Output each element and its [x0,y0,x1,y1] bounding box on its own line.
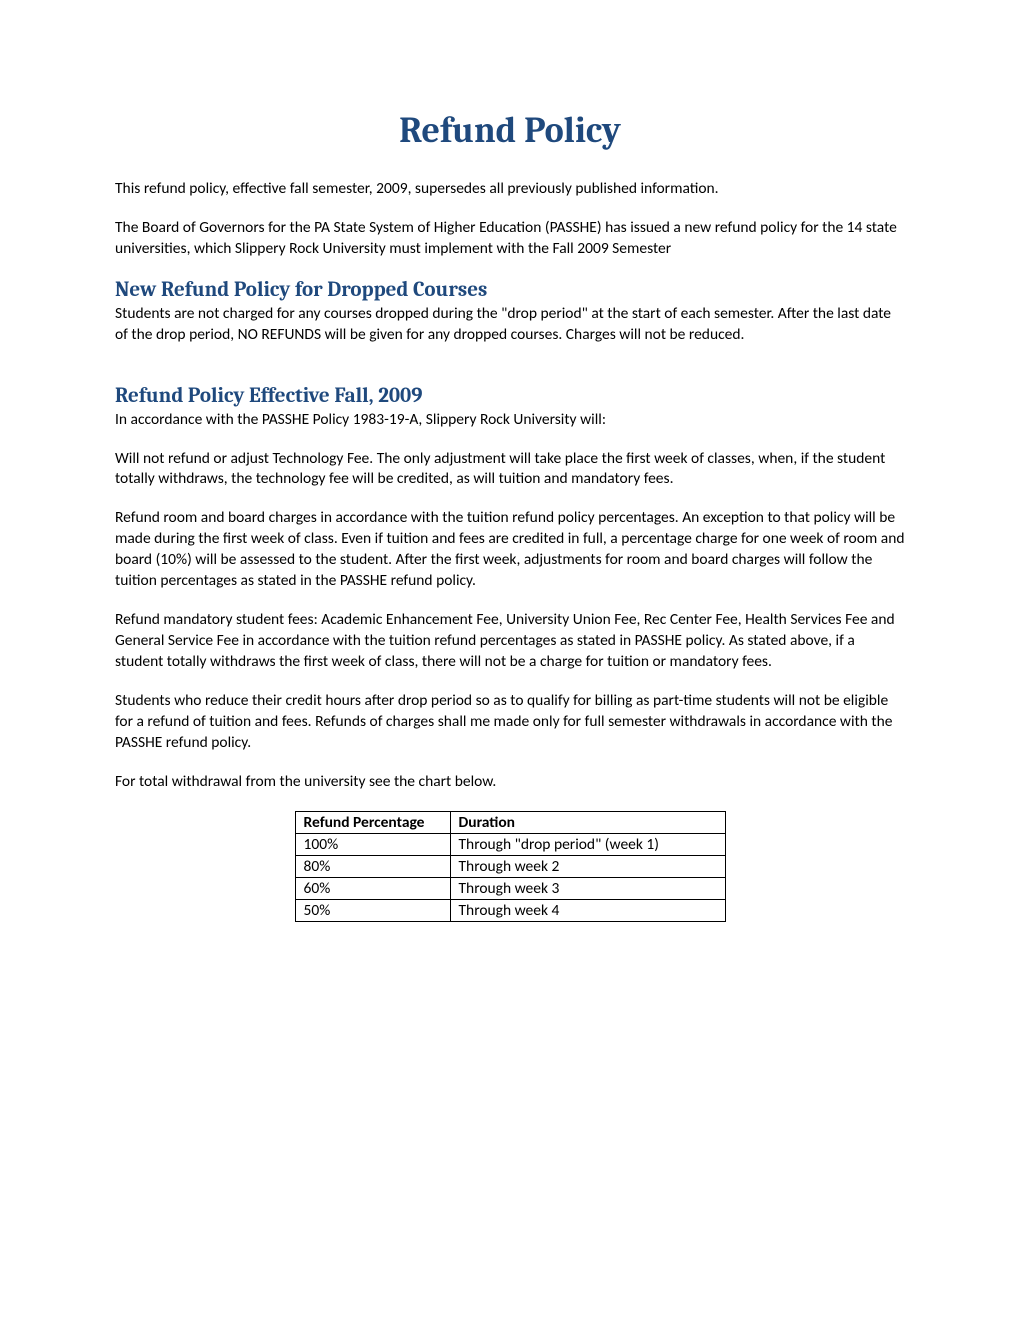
refund-table: Refund Percentage Duration 100% Through … [295,811,726,922]
table-cell-duration: Through week 2 [450,855,725,877]
table-cell-duration: Through week 3 [450,877,725,899]
section2-paragraph-4: Refund mandatory student fees: Academic … [115,610,905,673]
table-header-row: Refund Percentage Duration [295,811,725,833]
table-cell-duration: Through week 4 [450,899,725,921]
section2-paragraph-6: For total withdrawal from the university… [115,772,905,793]
table-cell-percentage: 100% [295,833,450,855]
intro-paragraph-1: This refund policy, effective fall semes… [115,179,905,200]
section2-paragraph-3: Refund room and board charges in accorda… [115,508,905,592]
table-cell-percentage: 50% [295,899,450,921]
section-heading-dropped-courses: New Refund Policy for Dropped Courses [115,278,905,302]
table-row: 100% Through "drop period" (week 1) [295,833,725,855]
table-cell-percentage: 80% [295,855,450,877]
section1-paragraph-1: Students are not charged for any courses… [115,304,905,346]
page-title: Refund Policy [115,110,905,151]
section-heading-effective-fall: Refund Policy Effective Fall, 2009 [115,384,905,408]
table-cell-percentage: 60% [295,877,450,899]
section2-paragraph-1: In accordance with the PASSHE Policy 198… [115,410,905,431]
table-row: 80% Through week 2 [295,855,725,877]
table-row: 50% Through week 4 [295,899,725,921]
section2-paragraph-5: Students who reduce their credit hours a… [115,691,905,754]
table-cell-duration: Through "drop period" (week 1) [450,833,725,855]
intro-paragraph-2: The Board of Governors for the PA State … [115,218,905,260]
section2-paragraph-2: Will not refund or adjust Technology Fee… [115,449,905,491]
table-header-duration: Duration [450,811,725,833]
table-row: 60% Through week 3 [295,877,725,899]
table-header-percentage: Refund Percentage [295,811,450,833]
